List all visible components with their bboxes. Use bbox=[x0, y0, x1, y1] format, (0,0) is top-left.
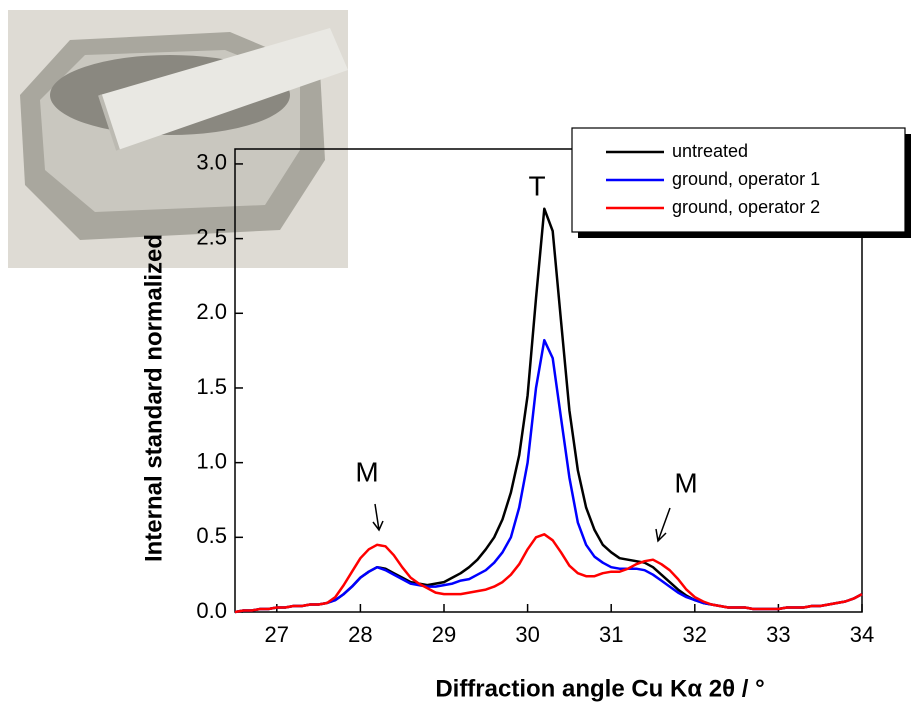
plot-frame bbox=[234, 148, 863, 613]
legend-label: ground, operator 1 bbox=[672, 169, 820, 189]
mortar-photo bbox=[8, 10, 348, 268]
legend-label: ground, operator 2 bbox=[672, 197, 820, 217]
y-tick-label: 0.0 bbox=[196, 598, 227, 623]
x-tick-label: 27 bbox=[265, 622, 289, 647]
arrow bbox=[372, 503, 384, 532]
y-tick-label: 2.0 bbox=[196, 299, 227, 324]
legend-label: untreated bbox=[672, 141, 748, 161]
x-tick-label: 34 bbox=[850, 622, 874, 647]
y-tick-label: 2.5 bbox=[196, 224, 227, 249]
y-tick-label: 1.5 bbox=[196, 374, 227, 399]
x-tick-label: 32 bbox=[683, 622, 707, 647]
series-line bbox=[234, 533, 863, 614]
series-line bbox=[234, 207, 863, 614]
x-tick-label: 31 bbox=[599, 622, 623, 647]
annotation: T bbox=[528, 170, 545, 201]
x-tick-label: 30 bbox=[515, 622, 539, 647]
y-tick-label: 1.0 bbox=[196, 448, 227, 473]
annotation: M bbox=[355, 456, 378, 487]
x-tick-label: 29 bbox=[432, 622, 456, 647]
x-axis-title: Diffraction angle Cu Kα 2θ / ° bbox=[435, 675, 764, 702]
y-tick-label: 3.0 bbox=[196, 150, 227, 175]
arrow bbox=[655, 507, 671, 543]
y-tick-label: 0.5 bbox=[196, 523, 227, 548]
y-axis-title: Internal standard normalized bbox=[140, 234, 167, 562]
x-tick-label: 28 bbox=[348, 622, 372, 647]
annotation: M bbox=[674, 467, 697, 498]
series-line bbox=[234, 338, 863, 614]
x-tick-label: 33 bbox=[766, 622, 790, 647]
plot-area: 0.0 0.5 1.0 1.5 2.0 2.5 3.0 27 28 29 30 31 32 33 34 bbox=[196, 148, 874, 647]
